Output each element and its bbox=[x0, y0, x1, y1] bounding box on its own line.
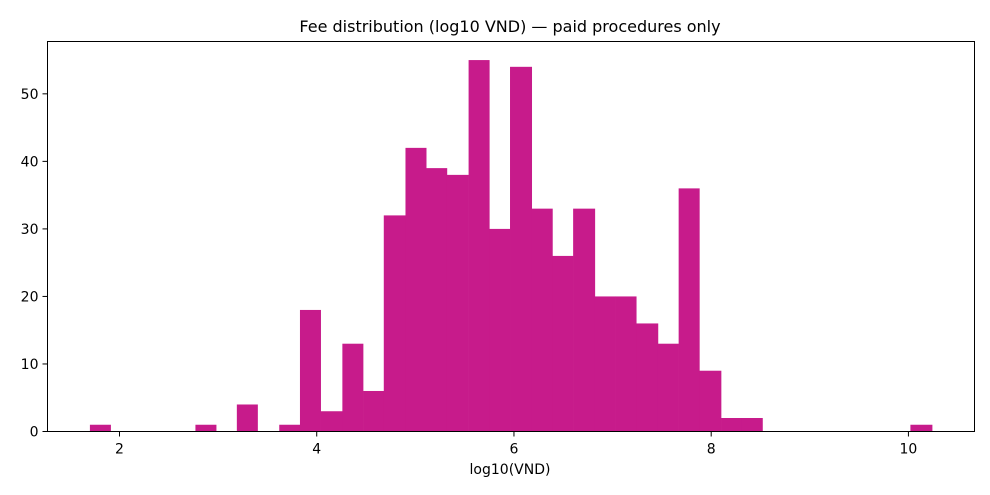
chart-title: Fee distribution (log10 VND) — paid proc… bbox=[299, 17, 720, 36]
histogram-bar bbox=[363, 390, 385, 432]
histogram-bar bbox=[383, 215, 406, 432]
x-tick-label: 6 bbox=[509, 442, 518, 458]
histogram-bar bbox=[446, 174, 469, 432]
histogram-bar bbox=[299, 309, 321, 432]
plot-frame bbox=[47, 41, 975, 432]
y-tick-label: 10 bbox=[21, 357, 39, 373]
x-tick-label: 8 bbox=[707, 442, 716, 458]
histogram-bar bbox=[320, 411, 343, 432]
x-axis-ticks: 2 4 6 8 10 bbox=[115, 431, 918, 458]
bars-group bbox=[89, 60, 933, 432]
histogram-bar bbox=[552, 255, 574, 432]
histogram-bar bbox=[531, 208, 553, 432]
x-axis-label: log10(VND) bbox=[470, 462, 551, 478]
y-tick-label: 20 bbox=[21, 289, 39, 305]
histogram-bar bbox=[741, 417, 763, 432]
histogram-bar bbox=[721, 417, 743, 432]
histogram-bar bbox=[678, 188, 700, 432]
histogram-bar bbox=[910, 424, 933, 432]
histogram-bar bbox=[510, 66, 533, 432]
y-tick-label: 30 bbox=[21, 222, 39, 238]
histogram-bar bbox=[615, 296, 637, 432]
histogram-bar bbox=[426, 168, 448, 432]
y-tick-label: 40 bbox=[21, 154, 39, 170]
y-axis-ticks: 0 10 20 30 40 50 bbox=[21, 87, 48, 441]
histogram-bar bbox=[636, 323, 659, 432]
histogram-bar bbox=[195, 424, 217, 432]
histogram-bar bbox=[489, 228, 511, 432]
histogram-bar bbox=[573, 208, 596, 432]
histogram-bar bbox=[89, 424, 111, 432]
histogram-bar bbox=[405, 147, 427, 432]
x-tick-label: 4 bbox=[312, 442, 321, 458]
y-tick-label: 50 bbox=[21, 87, 39, 103]
histogram-bar bbox=[468, 60, 490, 432]
histogram-bar bbox=[594, 296, 616, 432]
histogram-bar bbox=[342, 343, 364, 432]
histogram-bar bbox=[236, 404, 258, 432]
x-tick-label: 10 bbox=[900, 442, 918, 458]
histogram-bar bbox=[657, 343, 679, 432]
histogram-bar bbox=[699, 370, 722, 432]
x-tick-label: 2 bbox=[115, 442, 124, 458]
histogram-bar bbox=[279, 424, 301, 432]
y-tick-label: 0 bbox=[30, 425, 39, 441]
